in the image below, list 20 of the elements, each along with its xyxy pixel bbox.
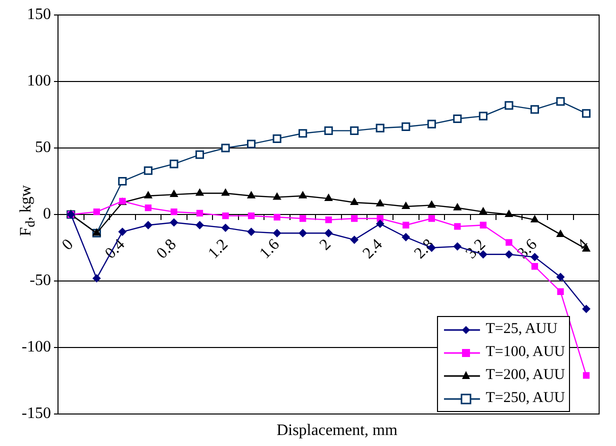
x-axis-title: Displacement, mm xyxy=(276,422,398,440)
x-tick-label: 3.2 xyxy=(462,236,489,262)
x-tick-label: 0 xyxy=(59,236,77,254)
legend-label: T=250, AUU xyxy=(486,390,565,407)
y-tick-label: -150 xyxy=(22,405,51,422)
legend-label: T=200, AUU xyxy=(486,367,565,384)
x-tick-label: 1.2 xyxy=(205,236,232,262)
y-tick-label: 0 xyxy=(43,206,51,223)
legend-label: T=25, AUU xyxy=(486,321,558,338)
y-tick-label: -50 xyxy=(30,272,51,290)
y-tick-label: -100 xyxy=(22,338,51,356)
y-tick-label: 50 xyxy=(35,139,51,156)
x-tick-label: 2.4 xyxy=(360,236,386,262)
x-tick-label: 0.8 xyxy=(154,236,180,262)
legend-label: T=100, AUU xyxy=(486,344,565,361)
x-tick-label: 2 xyxy=(316,236,334,254)
x-tick-label: 3.6 xyxy=(514,236,541,262)
y-tick-label: 100 xyxy=(27,72,51,90)
x-tick-label: 1.6 xyxy=(256,236,283,262)
y-tick-label: 150 xyxy=(27,6,51,24)
